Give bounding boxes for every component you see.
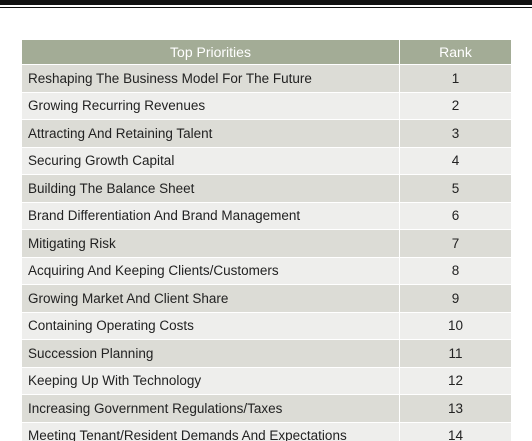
- priority-cell: Growing Recurring Revenues: [22, 92, 400, 120]
- priority-cell: Reshaping The Business Model For The Fut…: [22, 65, 400, 93]
- rank-cell: 11: [400, 340, 511, 368]
- rank-cell: 2: [400, 92, 511, 120]
- table-row: Attracting And Retaining Talent 3: [22, 120, 511, 148]
- table-row: Mitigating Risk 7: [22, 230, 511, 258]
- table-row: Increasing Government Regulations/Taxes 1…: [22, 395, 511, 423]
- priority-cell: Growing Market And Client Share: [22, 285, 400, 313]
- priority-cell: Keeping Up With Technology: [22, 367, 400, 395]
- rank-cell: 12: [400, 367, 511, 395]
- table-header-row: Top Priorities Rank: [22, 40, 511, 65]
- top-rule-thick: [0, 0, 532, 5]
- rank-cell: 4: [400, 147, 511, 175]
- rank-cell: 13: [400, 395, 511, 423]
- rank-cell: 7: [400, 230, 511, 258]
- table-row: Containing Operating Costs 10: [22, 312, 511, 340]
- table-row: Growing Market And Client Share 9: [22, 285, 511, 313]
- rank-cell: 3: [400, 120, 511, 148]
- rank-cell: 10: [400, 312, 511, 340]
- priority-cell: Succession Planning: [22, 340, 400, 368]
- table-row: Brand Differentiation And Brand Manageme…: [22, 202, 511, 230]
- priority-cell: Containing Operating Costs: [22, 312, 400, 340]
- table-row: Acquiring And Keeping Clients/Customers 8: [22, 257, 511, 285]
- priority-cell: Attracting And Retaining Talent: [22, 120, 400, 148]
- priorities-table: Top Priorities Rank Reshaping The Busine…: [22, 40, 511, 441]
- priority-cell: Brand Differentiation And Brand Manageme…: [22, 202, 400, 230]
- table-row: Growing Recurring Revenues 2: [22, 92, 511, 120]
- top-rule-thin: [0, 7, 532, 8]
- priority-cell: Mitigating Risk: [22, 230, 400, 258]
- table-row: Building The Balance Sheet 5: [22, 175, 511, 203]
- table-row: Succession Planning 11: [22, 340, 511, 368]
- column-header-rank: Rank: [400, 40, 511, 65]
- table-row: Reshaping The Business Model For The Fut…: [22, 65, 511, 93]
- table-row: Securing Growth Capital 4: [22, 147, 511, 175]
- rank-cell: 14: [400, 422, 511, 441]
- priority-cell: Meeting Tenant/Resident Demands And Expe…: [22, 422, 400, 441]
- rank-cell: 8: [400, 257, 511, 285]
- rank-cell: 6: [400, 202, 511, 230]
- priority-cell: Securing Growth Capital: [22, 147, 400, 175]
- priority-cell: Increasing Government Regulations/Taxes: [22, 395, 400, 423]
- priority-cell: Acquiring And Keeping Clients/Customers: [22, 257, 400, 285]
- column-header-top-priorities: Top Priorities: [22, 40, 400, 65]
- table-row: Meeting Tenant/Resident Demands And Expe…: [22, 422, 511, 441]
- rank-cell: 1: [400, 65, 511, 93]
- priority-cell: Building The Balance Sheet: [22, 175, 400, 203]
- rank-cell: 5: [400, 175, 511, 203]
- table-row: Keeping Up With Technology 12: [22, 367, 511, 395]
- rank-cell: 9: [400, 285, 511, 313]
